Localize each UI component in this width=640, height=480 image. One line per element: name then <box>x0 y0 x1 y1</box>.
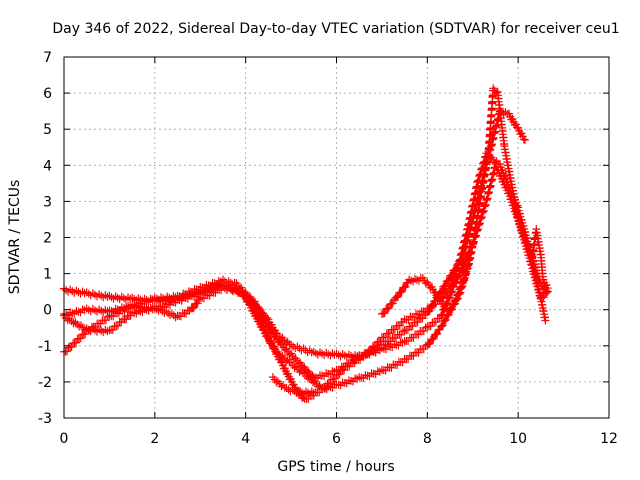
data-point-markers <box>332 349 362 362</box>
data-point-markers <box>300 369 326 392</box>
data-point-markers <box>539 275 551 290</box>
data-point-markers <box>486 109 504 151</box>
data-point-markers <box>400 307 430 324</box>
data-point-markers <box>318 366 349 392</box>
data-point-markers <box>355 367 384 383</box>
x-tick-label: 8 <box>423 431 432 447</box>
data-point-markers <box>482 163 499 205</box>
data-point-markers <box>377 295 399 318</box>
data-point-marker <box>309 388 318 397</box>
data-point-markers <box>484 86 498 154</box>
data-point-markers <box>82 304 112 317</box>
data-point-markers <box>118 311 135 324</box>
y-tick-label: 4 <box>43 158 52 174</box>
data-series <box>59 84 552 404</box>
data-point-markers <box>264 333 286 367</box>
data-point-markers <box>173 289 203 305</box>
data-point-markers <box>464 242 477 270</box>
data-point-markers <box>82 324 112 337</box>
x-tick-label: 4 <box>241 431 250 447</box>
x-tick-label: 6 <box>332 431 341 447</box>
series-track-g <box>527 225 552 293</box>
data-point-marker <box>520 135 530 145</box>
x-tick-label: 0 <box>60 431 69 447</box>
y-tick-label: 6 <box>43 86 52 102</box>
data-point-markers <box>400 323 430 346</box>
data-point-markers <box>105 301 135 316</box>
series-track-d <box>59 149 550 404</box>
y-tick-label: -3 <box>38 411 52 427</box>
data-point-markers <box>173 306 194 321</box>
data-point-markers <box>287 340 316 357</box>
data-point-markers <box>105 317 126 335</box>
data-point-markers <box>423 314 444 331</box>
y-tick-label: 3 <box>43 194 52 210</box>
y-tick-label: 0 <box>43 303 52 319</box>
data-point-markers <box>377 357 407 375</box>
data-point-markers <box>455 224 472 266</box>
data-point-markers <box>391 278 412 302</box>
data-point-markers <box>377 338 407 354</box>
y-axis-label: SDTVAR / TECUs <box>7 180 23 295</box>
data-point-markers <box>532 225 545 259</box>
data-point-markers <box>332 374 362 390</box>
y-tick-label: -2 <box>38 375 52 391</box>
data-point-markers <box>277 340 303 368</box>
data-point-markers <box>309 367 339 383</box>
data-point-markers <box>514 123 528 144</box>
data-point-markers <box>455 264 472 299</box>
data-point-markers <box>377 317 408 342</box>
data-point-markers <box>196 281 226 298</box>
data-point-markers <box>309 347 339 360</box>
data-point-markers <box>489 84 501 98</box>
data-point-markers <box>359 337 385 360</box>
data-point-markers <box>241 290 263 321</box>
series-track-e <box>377 240 477 318</box>
data-point-markers <box>128 300 157 314</box>
data-point-markers <box>341 352 366 371</box>
data-point-markers <box>418 273 435 292</box>
data-point-marker <box>543 283 552 293</box>
y-tick-label: 2 <box>43 231 52 247</box>
data-point-markers <box>464 182 481 230</box>
data-point-markers <box>423 325 444 349</box>
data-point-markers <box>105 291 135 304</box>
x-tick-label: 10 <box>509 431 527 447</box>
data-point-marker <box>541 316 550 325</box>
x-tick-label: 2 <box>150 431 159 447</box>
data-point-markers <box>218 279 248 300</box>
data-point-markers <box>187 295 204 313</box>
data-point-marker <box>468 240 477 249</box>
data-point-markers <box>277 358 299 392</box>
data-point-markers <box>264 322 285 349</box>
data-point-markers <box>495 160 522 210</box>
y-tick-label: 5 <box>43 122 52 138</box>
y-tick-label: 1 <box>43 267 52 283</box>
data-point-markers <box>493 87 509 149</box>
data-point-markers <box>445 259 463 291</box>
data-point-markers <box>82 288 112 302</box>
series-track-f <box>268 373 318 398</box>
data-point-markers <box>436 297 453 316</box>
data-point-markers <box>400 341 430 364</box>
x-tick-label: 12 <box>600 431 618 447</box>
data-point-markers <box>473 152 490 187</box>
chart-title: Day 346 of 2022, Sidereal Day-to-day VTE… <box>52 21 619 37</box>
data-point-markers <box>255 311 272 341</box>
data-point-markers <box>445 294 463 315</box>
x-axis-label: GPS time / hours <box>277 459 394 475</box>
data-point-markers <box>296 387 316 398</box>
y-tick-label: 7 <box>43 50 52 66</box>
y-tick-label: -1 <box>38 339 52 355</box>
data-point-markers <box>150 297 180 314</box>
